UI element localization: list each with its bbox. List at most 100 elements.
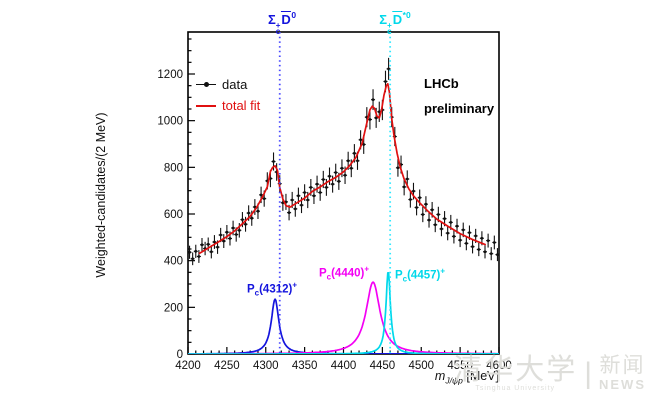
- sigma-sup: +: [275, 21, 281, 30]
- dstarbar-symbol: D: [392, 11, 403, 27]
- x-tick-label: 4300: [253, 360, 279, 372]
- threshold-label-sigmac-dbar0: Σ + c D0: [268, 10, 297, 36]
- x-tick-label: 4250: [214, 360, 240, 372]
- x-tick-label: 4500: [408, 360, 434, 372]
- dstarbar-sup: *0: [402, 10, 411, 20]
- pc-sub: c: [402, 274, 408, 284]
- sigma-symbol: Σ: [379, 12, 388, 27]
- data-point: [496, 253, 499, 256]
- data-point: [440, 227, 443, 231]
- pc-charge: +: [440, 266, 446, 276]
- data-point: [234, 233, 238, 236]
- data-point: [356, 159, 359, 163]
- component-curve-pc4312: [188, 298, 499, 354]
- data-point: [331, 182, 335, 186]
- data-point: [343, 173, 347, 177]
- data-point: [446, 231, 450, 235]
- peak-label-pc4440: Pc(4440)+: [319, 264, 369, 281]
- data-point: [306, 198, 310, 202]
- legend-fit-label: total fit: [222, 98, 261, 113]
- data-point: [449, 221, 453, 224]
- data-point: [250, 216, 254, 220]
- data-point: [489, 252, 493, 256]
- data-marker-icon: [196, 81, 216, 87]
- data-point: [384, 80, 387, 83]
- data-point: [303, 191, 307, 194]
- pc-symbol: P: [246, 283, 255, 296]
- data-point: [430, 208, 434, 212]
- data-point: [474, 234, 478, 238]
- data-point: [443, 217, 446, 221]
- experiment-name: LHCb: [424, 76, 459, 91]
- data-point: [244, 222, 247, 226]
- data-point: [297, 194, 300, 198]
- pc-sub: c: [254, 288, 260, 298]
- y-tick-label: 800: [164, 162, 183, 174]
- data-point: [324, 186, 328, 189]
- data-point: [340, 166, 344, 170]
- legend: data total fit: [196, 74, 260, 116]
- data-point: [247, 211, 251, 215]
- x-tick-label: 4400: [331, 360, 357, 372]
- x-tick-label: 4450: [370, 360, 396, 372]
- data-point: [346, 159, 350, 163]
- data-point: [337, 179, 341, 183]
- x-tick-label: 4350: [292, 360, 318, 372]
- data-point: [352, 151, 356, 155]
- sigma-sub: c: [275, 27, 281, 36]
- data-point: [377, 110, 381, 114]
- data-point: [272, 160, 275, 163]
- data-point: [334, 171, 338, 174]
- data-point: [374, 116, 378, 120]
- data-point: [359, 138, 363, 142]
- data-point: [321, 178, 325, 181]
- data-point: [415, 206, 418, 209]
- data-point: [458, 238, 462, 242]
- data-point: [349, 166, 353, 170]
- data-point: [480, 236, 484, 240]
- data-point: [300, 203, 303, 207]
- pc-sub: c: [326, 272, 332, 282]
- x-tick-label: 4550: [447, 360, 473, 372]
- component-curve-pc4457: [188, 271, 499, 354]
- data-point: [452, 235, 456, 238]
- data-point: [237, 228, 241, 232]
- pc-symbol: P: [394, 269, 403, 282]
- y-tick-label: 1000: [157, 116, 183, 128]
- data-point: [412, 189, 415, 193]
- dbar-sup: 0: [291, 10, 297, 20]
- data-point: [290, 198, 294, 202]
- data-point-icon: [204, 81, 209, 87]
- x-axis-units: [MeV]: [462, 369, 499, 383]
- data-point: [206, 242, 210, 246]
- data-point: [315, 182, 319, 186]
- data-point: [427, 218, 431, 222]
- pc-symbol: P: [318, 267, 327, 280]
- data-point: [231, 226, 235, 230]
- data-point: [318, 191, 322, 194]
- pc-charge: +: [292, 280, 298, 290]
- data-point: [368, 118, 372, 121]
- data-point: [387, 67, 390, 71]
- data-point: [418, 196, 422, 200]
- experiment-label: LHCb preliminary: [424, 76, 494, 116]
- data-point: [424, 202, 428, 206]
- data-point: [312, 194, 316, 198]
- experiment-status: preliminary: [424, 101, 495, 116]
- x-axis-subscript: J/ψp: [445, 375, 463, 386]
- data-point: [293, 207, 297, 211]
- data-point: [396, 166, 400, 170]
- legend-row-fit: total fit: [196, 95, 260, 116]
- legend-row-data: data: [196, 74, 260, 95]
- pc-mass: (4457): [407, 269, 441, 282]
- data-point: [486, 239, 490, 243]
- data-point: [216, 245, 219, 249]
- legend-data-label: data: [222, 77, 248, 92]
- data-point: [402, 185, 406, 189]
- data-point: [197, 255, 201, 258]
- data-point: [222, 239, 226, 243]
- y-tick-label: 200: [164, 302, 183, 314]
- data-point: [436, 213, 440, 216]
